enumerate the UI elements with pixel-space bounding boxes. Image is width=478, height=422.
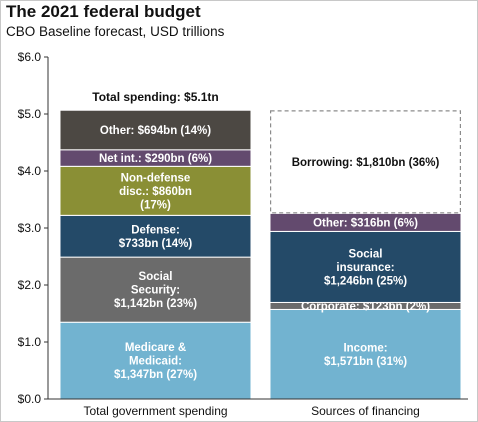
segment-label-line: Social <box>349 248 383 260</box>
segment-label-line: Non-defense <box>121 172 191 184</box>
segment-label-line: Other: $316bn (6%) <box>313 217 418 229</box>
segment-label: Medicare & Medicaid: $1,347bn (27%) <box>114 342 197 381</box>
segment-label-line: disc.: $860bn <box>119 186 192 198</box>
bar-segment <box>59 109 252 151</box>
chart-title: The 2021 federal budget <box>6 2 201 21</box>
y-tick-label: $1.0 <box>18 335 42 349</box>
segment-label-line: Security: <box>131 285 180 297</box>
y-tick-label: $4.0 <box>18 164 42 178</box>
segment-label-line: Social <box>139 271 173 283</box>
segment-label: Non-defense disc.: $860bn (17%) <box>119 172 192 211</box>
x-tick-label: Total government spending <box>83 404 227 418</box>
segment-label-line: Medicare & <box>125 342 186 354</box>
segment-label: Corporate: $123bn (2%) <box>301 301 430 313</box>
segment-label-line: insurance: <box>336 262 394 274</box>
segment-label: Borrowing: $1,810bn (36%) <box>292 157 440 169</box>
x-axis: Total government spending Sources of fina… <box>48 398 468 418</box>
bar-segment <box>270 110 462 214</box>
bar-segment <box>59 165 252 216</box>
bar-segment <box>59 321 252 400</box>
segment-label-line: Corporate: $123bn (2%) <box>301 301 430 313</box>
y-axis: $0.0 $1.0 $2.0 $3.0 $4.0 $5.0 $6.0 <box>18 50 49 406</box>
segment-label-line: (17%) <box>140 199 171 211</box>
segment-label-line: $1,571bn (31%) <box>324 356 407 368</box>
segment-label: Other: $316bn (6%) <box>313 217 418 229</box>
y-tick-label: $6.0 <box>18 50 42 64</box>
bar-segment <box>59 214 252 258</box>
segment-label-line: $1,142bn (23%) <box>114 298 197 310</box>
bar-segment <box>59 256 252 323</box>
segment-label: Other: $694bn (14%) <box>100 125 211 137</box>
segment-label-line: Medicaid: <box>129 356 182 368</box>
y-tick-label: $0.0 <box>18 392 42 406</box>
segment-label-line: Income: <box>343 342 387 354</box>
segment-label-line: Defense: <box>131 224 180 236</box>
segment-label-line: Other: $694bn (14%) <box>100 125 211 137</box>
x-tick-label: Sources of financing <box>311 404 420 418</box>
bar-segment <box>269 230 462 303</box>
segment-label-line: $1,246bn (25%) <box>324 275 407 287</box>
segment-label: Defense: $733bn (14%) <box>119 224 193 250</box>
y-tick-label: $2.0 <box>18 278 42 292</box>
chart-subtitle: CBO Baseline forecast, USD trillions <box>6 24 225 39</box>
segment-label-line: Net int.: $290bn (6%) <box>99 153 212 165</box>
bars: Medicare & Medicaid: $1,347bn (27%)Social S… <box>59 90 462 400</box>
segment-label: Social insurance: $1,246bn (25%) <box>324 248 407 287</box>
segment-label: Income: $1,571bn (31%) <box>324 342 407 368</box>
segment-label-line: Borrowing: $1,810bn (36%) <box>292 157 440 169</box>
bar-segment <box>269 308 462 400</box>
y-tick-label: $3.0 <box>18 221 42 235</box>
segment-label: Social Security: $1,142bn (23%) <box>114 271 197 310</box>
bar-segment <box>269 212 462 232</box>
total-annotation: Total spending: $5.1tn <box>92 90 218 104</box>
segment-label-line: $733bn (14%) <box>119 238 193 250</box>
segment-label-line: $1,347bn (27%) <box>114 369 197 381</box>
y-tick-label: $5.0 <box>18 107 42 121</box>
segment-label: Net int.: $290bn (6%) <box>99 153 212 165</box>
